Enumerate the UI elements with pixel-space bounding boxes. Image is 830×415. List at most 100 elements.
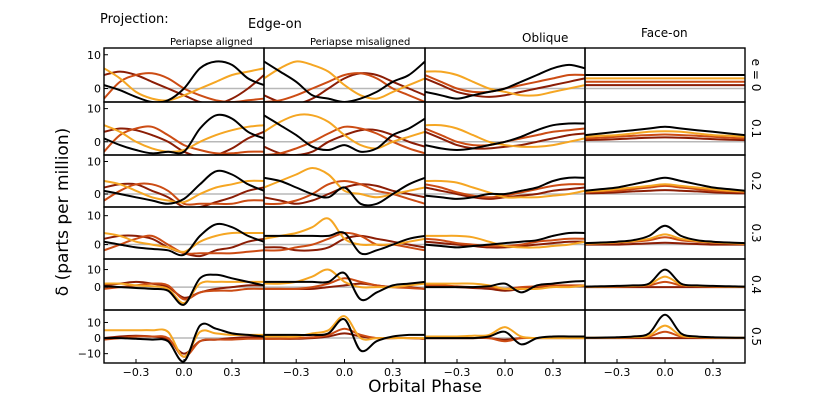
line-series-4 [104,182,264,207]
panel-periapse_aligned-e0.5: −10 0 10 −0.3 0.0 0.3 [78,309,265,379]
x-tick-label: 0.0 [496,366,514,379]
line-series-1 [264,318,425,353]
panel-frame [584,258,746,311]
y-tick-label: 0 [94,239,101,252]
line-series-1 [104,222,264,257]
x-tick-label: 0.0 [336,366,354,379]
column-title-periapse-aligned: Periapse aligned [170,37,253,48]
y-tick-label: 10 [87,156,101,169]
line-series-4 [104,280,264,299]
y-tick-label: 10 [87,316,101,329]
row-label-e0.3: 0.3 [749,223,763,242]
panel-face_on-e0.4 [584,258,746,311]
panel-face_on-e0.5: −0.3 0.0 0.3 [584,309,746,379]
panel-face_on-e0.1 [584,101,746,156]
panel-frame [584,206,746,260]
line-series-3 [585,184,745,194]
line-series-4 [585,189,745,195]
panel-periapse_misaligned-e0.1 [263,101,426,156]
line-series-1 [425,231,585,249]
line-series-2 [264,315,425,341]
y-tick-label: 10 [87,103,101,116]
line-series-1 [104,113,264,155]
line-series-1 [585,313,745,339]
panel-grid: 0 10 e = 0 0 10 0.1 0 10 0.2 0 10 0.3 0 10 0.4 −10 0 10 −0… [78,47,763,379]
column-title-oblique: Oblique [522,31,568,45]
line-series-4 [425,240,585,249]
panel-frame [424,206,586,260]
panel-periapse_aligned-e0: 0 10 [87,47,265,103]
panel-oblique-e0 [424,47,586,103]
line-series-1 [425,122,585,151]
x-axis-label: Orbital Phase [368,377,482,397]
column-title-face-on: Face-on [641,26,688,40]
panel-periapse_aligned-e0.4: 010 [87,258,265,311]
x-tick-label: 0.0 [175,366,193,379]
line-series-2 [104,231,264,253]
line-series-3 [264,180,425,206]
line-series-1 [425,330,585,346]
line-series-2 [585,183,745,193]
line-series-2 [425,282,585,291]
panel-frame [584,101,746,156]
x-tick-label: −0.3 [283,366,310,379]
y-tick-label: −10 [78,348,101,361]
line-series-4 [425,130,585,150]
y-tick-label: 0 [94,332,101,345]
line-series-2 [425,326,585,340]
line-series-2 [425,234,585,249]
x-tick-label: −0.3 [604,366,631,379]
line-series-2 [104,280,264,304]
line-series-4 [425,77,585,98]
line-series-2 [104,179,264,204]
x-tick-label: −0.3 [444,366,471,379]
column-title-periapse-misaligned: Periapse misaligned [310,37,410,48]
panel-periapse_aligned-e0.1: 0 10 [87,101,265,156]
panel-oblique-e0.1 [424,101,586,156]
line-series-1 [425,176,585,200]
line-series-1 [585,176,745,192]
panel-periapse_aligned-e0.2: 0 10 [87,154,265,208]
line-series-4 [104,334,264,355]
y-tick-label: 0 [94,281,101,294]
line-series-2 [264,167,425,199]
edge-on-label: Edge-on [248,17,302,32]
line-series-2 [425,70,585,97]
panel-periapse_misaligned-e0.4 [263,258,426,311]
y-axis-label: δ (parts per million) [53,128,73,296]
x-tick-label: 0.3 [384,366,402,379]
panel-periapse_misaligned-e0 [263,47,426,103]
line-series-3 [264,125,425,155]
line-series-3 [104,182,264,206]
row-label-e0.2: 0.2 [749,171,763,190]
line-series-2 [104,124,264,153]
y-tick-label: 10 [87,49,101,62]
line-series-1 [264,176,425,207]
panel-oblique-e0.2 [424,154,586,208]
y-tick-label: 0 [94,83,101,96]
panel-face_on-e0.2 [584,154,746,208]
line-series-3 [425,183,585,199]
line-series-3 [585,133,745,140]
x-tick-label: −0.3 [123,366,150,379]
row-label-e0: e = 0 [749,59,763,92]
y-tick-label: 0 [94,188,101,201]
line-series-4 [585,136,745,142]
panel-frame [584,154,746,208]
line-series-1 [104,60,264,102]
line-series-1 [104,273,264,306]
y-tick-label: 10 [87,210,101,223]
line-series-2 [264,217,425,246]
row-label-e0.4: 0.4 [749,275,763,294]
panel-frame [263,101,426,156]
line-series-1 [585,125,745,137]
line-series-1 [264,60,425,102]
row-label-e0.1: 0.1 [749,119,763,138]
y-tick-label: 10 [87,264,101,277]
line-series-1 [585,268,745,288]
panel-oblique-e0.3 [424,206,586,260]
row-label-e0.5: 0.5 [749,327,763,346]
panel-oblique-e0.5: −0.3 0.0 0.3 [424,309,586,379]
line-series-1 [104,169,264,205]
line-series-1 [264,114,425,153]
